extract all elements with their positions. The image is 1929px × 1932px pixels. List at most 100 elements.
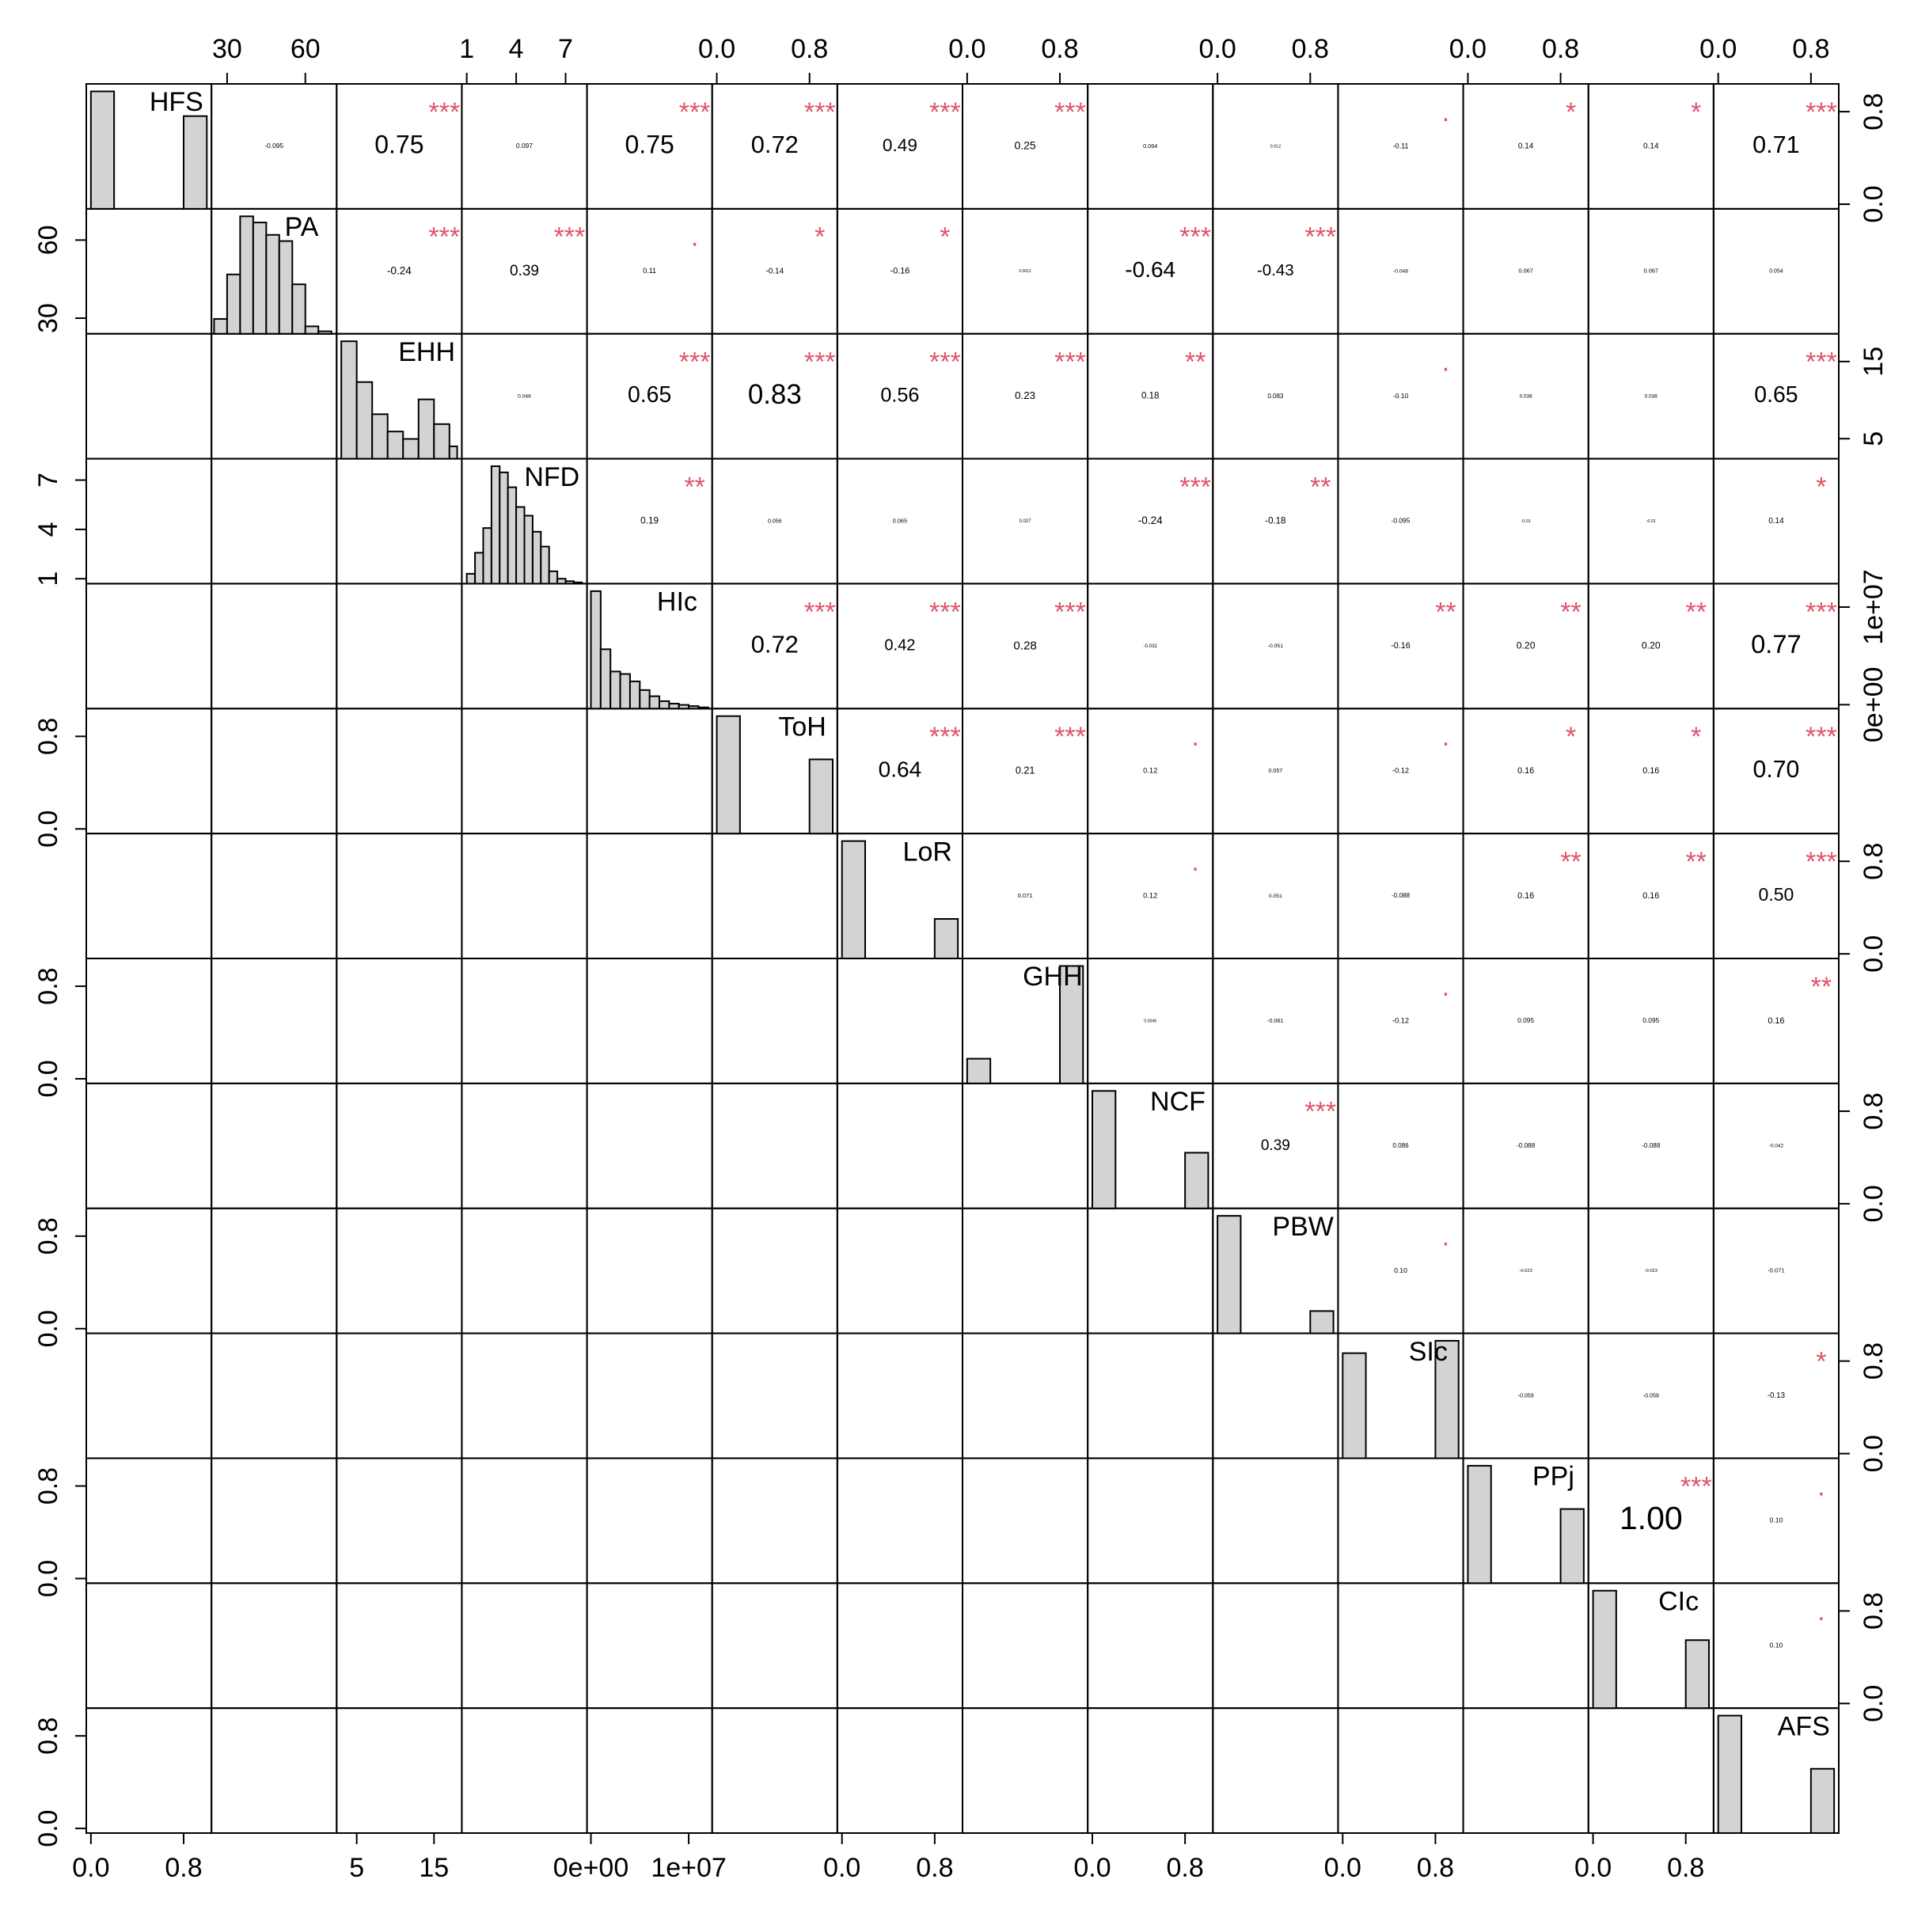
correlation-value: 0.75 — [625, 130, 674, 158]
hist-bar — [1059, 965, 1084, 1084]
panel — [336, 1207, 463, 1334]
panel — [1337, 1707, 1464, 1834]
correlation-value: 0.064 — [1143, 142, 1157, 150]
correlation-value: -0.059 — [1643, 1392, 1659, 1399]
variable-name: AFS — [1778, 1711, 1830, 1741]
panel — [336, 708, 463, 835]
panel — [85, 1707, 213, 1834]
significance-stars: * — [815, 222, 825, 252]
significance-stars: . — [1442, 1222, 1449, 1252]
correlation-value: -0.10 — [1393, 392, 1409, 400]
significance-stars: *** — [1806, 847, 1837, 877]
significance-stars: ** — [1685, 847, 1706, 877]
panel — [85, 1582, 213, 1710]
significance-stars: *** — [1806, 722, 1837, 752]
panel — [1462, 1707, 1589, 1834]
variable-name: PBW — [1272, 1212, 1333, 1242]
x-tick-label: 30 — [212, 34, 242, 64]
correlation-value: 0.067 — [1518, 268, 1533, 275]
y-tick-label: 0.0 — [1859, 936, 1889, 973]
x-tick-label: 0.0 — [823, 1853, 860, 1883]
hist-bar — [386, 431, 404, 460]
correlation-value: 0.16 — [1642, 766, 1659, 776]
panel — [586, 833, 713, 959]
hist-bar — [213, 317, 228, 335]
panel — [211, 1457, 338, 1585]
significance-stars: *** — [1054, 97, 1086, 127]
correlation-value: 0.56 — [880, 384, 919, 406]
correlation-value: -0.14 — [765, 267, 784, 275]
correlation-value: -0.18 — [1265, 517, 1285, 526]
hist-bar — [1342, 1352, 1367, 1459]
panel — [85, 833, 213, 959]
x-tick-label: 0.8 — [165, 1853, 202, 1883]
panel — [1587, 1707, 1714, 1834]
hist-bar — [507, 486, 518, 585]
hist-bar — [1717, 1714, 1743, 1834]
correlation-value: -0.095 — [264, 142, 283, 150]
significance-stars: ** — [1185, 347, 1206, 378]
correlation-value: -0.023 — [1645, 1269, 1657, 1273]
correlation-value: -0.061 — [1267, 1017, 1283, 1024]
panel — [962, 1207, 1089, 1334]
hist-bar — [609, 670, 621, 710]
hist-bar — [556, 578, 567, 585]
y-tick-label: 7 — [33, 473, 63, 488]
panel — [211, 583, 338, 710]
significance-stars: * — [1691, 97, 1701, 127]
x-tick-label: 0.8 — [1792, 34, 1829, 64]
correlation-value: 0.14 — [1643, 142, 1659, 151]
x-tick-label: 60 — [290, 34, 321, 64]
correlation-value: 0.64 — [879, 757, 922, 782]
correlation-value: 0.83 — [748, 379, 802, 410]
correlation-value: -0.24 — [1138, 514, 1163, 526]
significance-stars: *** — [1304, 1097, 1336, 1127]
y-tick-label: 0.0 — [33, 1060, 63, 1097]
panel — [336, 1332, 463, 1459]
y-tick-label: 0.8 — [33, 967, 63, 1004]
panel — [586, 1207, 713, 1334]
variable-name: SIc — [1409, 1337, 1448, 1367]
significance-stars: *** — [1054, 722, 1086, 752]
panel — [711, 1207, 838, 1334]
hist-bar — [572, 581, 583, 585]
correlation-value: 0.20 — [1517, 640, 1536, 651]
hist-bar — [933, 918, 959, 960]
variable-name: HIc — [657, 587, 697, 617]
correlation-value: 0.19 — [640, 515, 659, 526]
x-tick-label: 0.8 — [791, 34, 828, 64]
panel — [962, 1082, 1089, 1209]
correlation-value: 0.72 — [751, 631, 799, 659]
panel — [336, 833, 463, 959]
variable-name: HFS — [150, 87, 203, 117]
correlation-value: -0.059 — [1518, 1392, 1534, 1399]
correlation-value: 0.50 — [1759, 884, 1794, 905]
significance-stars: *** — [428, 222, 460, 252]
panel — [1212, 1707, 1339, 1834]
hist-bar — [515, 506, 526, 585]
hist-bar — [278, 240, 294, 335]
panel — [1087, 1582, 1214, 1710]
hist-bar — [678, 704, 690, 710]
hist-bar — [490, 465, 501, 585]
y-tick-label: 30 — [33, 303, 63, 333]
x-tick-label: 15 — [419, 1853, 449, 1883]
y-tick-label: 0.0 — [1859, 1685, 1889, 1722]
y-tick-label: 0.8 — [1859, 1342, 1889, 1380]
panel — [836, 1082, 964, 1209]
x-tick-label: 0.0 — [1574, 1853, 1612, 1883]
hist-bar — [599, 648, 612, 710]
correlation-value: -0.16 — [1391, 641, 1411, 651]
hist-bar — [1184, 1152, 1209, 1209]
significance-stars: ** — [1310, 472, 1331, 502]
correlation-value: -0.43 — [1257, 261, 1294, 279]
panel — [461, 583, 588, 710]
y-tick-label: 0.0 — [33, 1310, 63, 1347]
significance-stars: *** — [929, 722, 961, 752]
correlation-value: 0.65 — [628, 382, 671, 408]
significance-stars: *** — [1304, 222, 1336, 252]
y-tick-label: 0.8 — [1859, 93, 1889, 130]
hist-bar — [448, 445, 458, 460]
significance-stars: * — [1816, 472, 1826, 502]
